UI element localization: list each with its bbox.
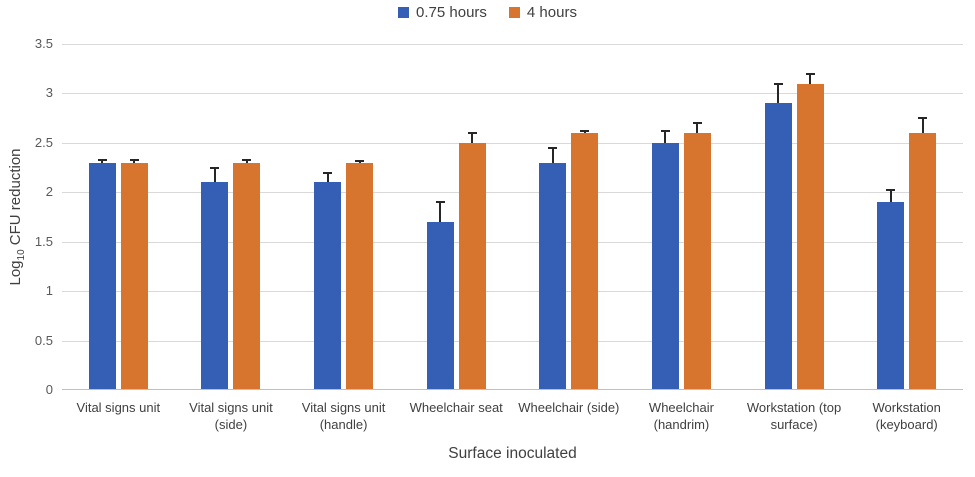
x-axis-category-label: Workstation (top surface)	[746, 400, 842, 432]
bar-orange	[796, 83, 824, 389]
bar-orange	[909, 132, 937, 389]
bar-blue	[651, 142, 679, 389]
gridline	[62, 44, 963, 45]
y-axis-tick-label: 2	[45, 184, 53, 200]
bar-blue	[764, 103, 792, 389]
y-axis-tick-label: 3.5	[34, 36, 53, 51]
bar-blue	[201, 182, 229, 389]
gridline	[62, 142, 963, 144]
bar-blue	[877, 202, 905, 389]
y-axis-tick-label: 0.5	[34, 332, 53, 348]
error-bar-cap	[323, 171, 333, 174]
bar-orange	[571, 132, 599, 389]
bar-orange	[683, 132, 711, 389]
x-axis-category-label: Wheelchair (handrim)	[648, 400, 714, 432]
error-bar-whisker	[326, 172, 329, 183]
bar-orange	[458, 142, 486, 389]
y-axis-tick-label: 0	[45, 382, 53, 397]
y-axis-title-prefix: Log	[7, 260, 24, 286]
gridline	[62, 93, 963, 95]
error-bar-cap	[97, 158, 107, 161]
error-bar-whisker	[245, 159, 248, 163]
bar-orange	[346, 162, 374, 389]
y-axis-tick-label: 2.5	[34, 134, 53, 150]
error-bar-cap	[210, 166, 220, 169]
bar-orange	[120, 162, 148, 389]
error-bar-whisker	[696, 123, 699, 133]
error-bar-cap	[773, 82, 783, 85]
error-bar-cap	[886, 189, 896, 192]
x-axis-category-label: Wheelchair seat	[409, 400, 503, 415]
error-bar-whisker	[358, 160, 361, 163]
error-bar-whisker	[133, 159, 136, 163]
legend-swatch-orange-icon	[508, 6, 520, 18]
legend: 0.75 hours 4 hours	[0, 1, 975, 23]
legend-label: 0.75 hours	[416, 3, 487, 21]
y-axis-tick-label: 1	[45, 283, 53, 299]
bar-blue	[88, 162, 116, 389]
error-bar-cap	[548, 146, 558, 149]
error-bar-whisker	[101, 159, 104, 163]
gridline	[62, 192, 963, 194]
error-bar-whisker	[664, 131, 667, 143]
y-axis-tick-label: 1.5	[34, 233, 53, 249]
x-axis-line	[62, 389, 963, 390]
error-bar-whisker	[921, 118, 924, 133]
error-bar-cap	[355, 159, 365, 162]
error-bar-cap	[467, 131, 477, 134]
error-bar-cap	[805, 72, 815, 75]
x-axis-title: Surface inoculated	[448, 445, 577, 462]
y-axis-title-subscript: 10	[16, 249, 27, 261]
x-axis-category-label: Wheelchair (side)	[518, 400, 620, 415]
x-axis-category-label: Vital signs unit (side)	[189, 400, 273, 432]
error-bar-cap	[580, 130, 590, 132]
error-bar-cap	[129, 158, 139, 161]
gridline	[62, 340, 963, 342]
x-axis-category-label: Workstation (keyboard)	[872, 400, 941, 432]
legend-item-075-hours: 0.75 hours	[398, 4, 487, 21]
legend-item-4-hours: 4 hours	[508, 3, 577, 21]
gridline	[62, 291, 963, 293]
error-bar-cap	[242, 158, 252, 161]
legend-label: 4 hours	[526, 3, 577, 21]
legend-swatch-blue-icon	[398, 6, 410, 18]
error-bar-whisker	[809, 73, 812, 84]
gridline	[62, 241, 963, 243]
error-bar-whisker	[213, 167, 216, 183]
bar-blue	[426, 221, 454, 389]
y-axis-tick-label: 3	[45, 85, 53, 101]
plot-area	[62, 44, 963, 390]
error-bar-whisker	[583, 131, 586, 133]
error-bar-whisker	[889, 190, 892, 203]
error-bar-cap	[435, 201, 445, 204]
error-bar-whisker	[439, 202, 442, 222]
error-bar-whisker	[551, 147, 554, 163]
y-axis-title: Log10 CFU reduction	[7, 148, 27, 285]
error-bar-cap	[918, 117, 928, 120]
error-bar-whisker	[471, 132, 474, 143]
bar-orange	[233, 162, 261, 389]
x-axis-category-label: Vital signs unit	[76, 400, 161, 415]
error-bar-whisker	[777, 83, 780, 104]
error-bar-cap	[660, 130, 670, 132]
bar-blue	[539, 162, 567, 389]
error-bar-cap	[692, 122, 702, 125]
bar-blue	[314, 182, 342, 389]
x-axis-category-label: Vital signs unit (handle)	[301, 400, 386, 432]
